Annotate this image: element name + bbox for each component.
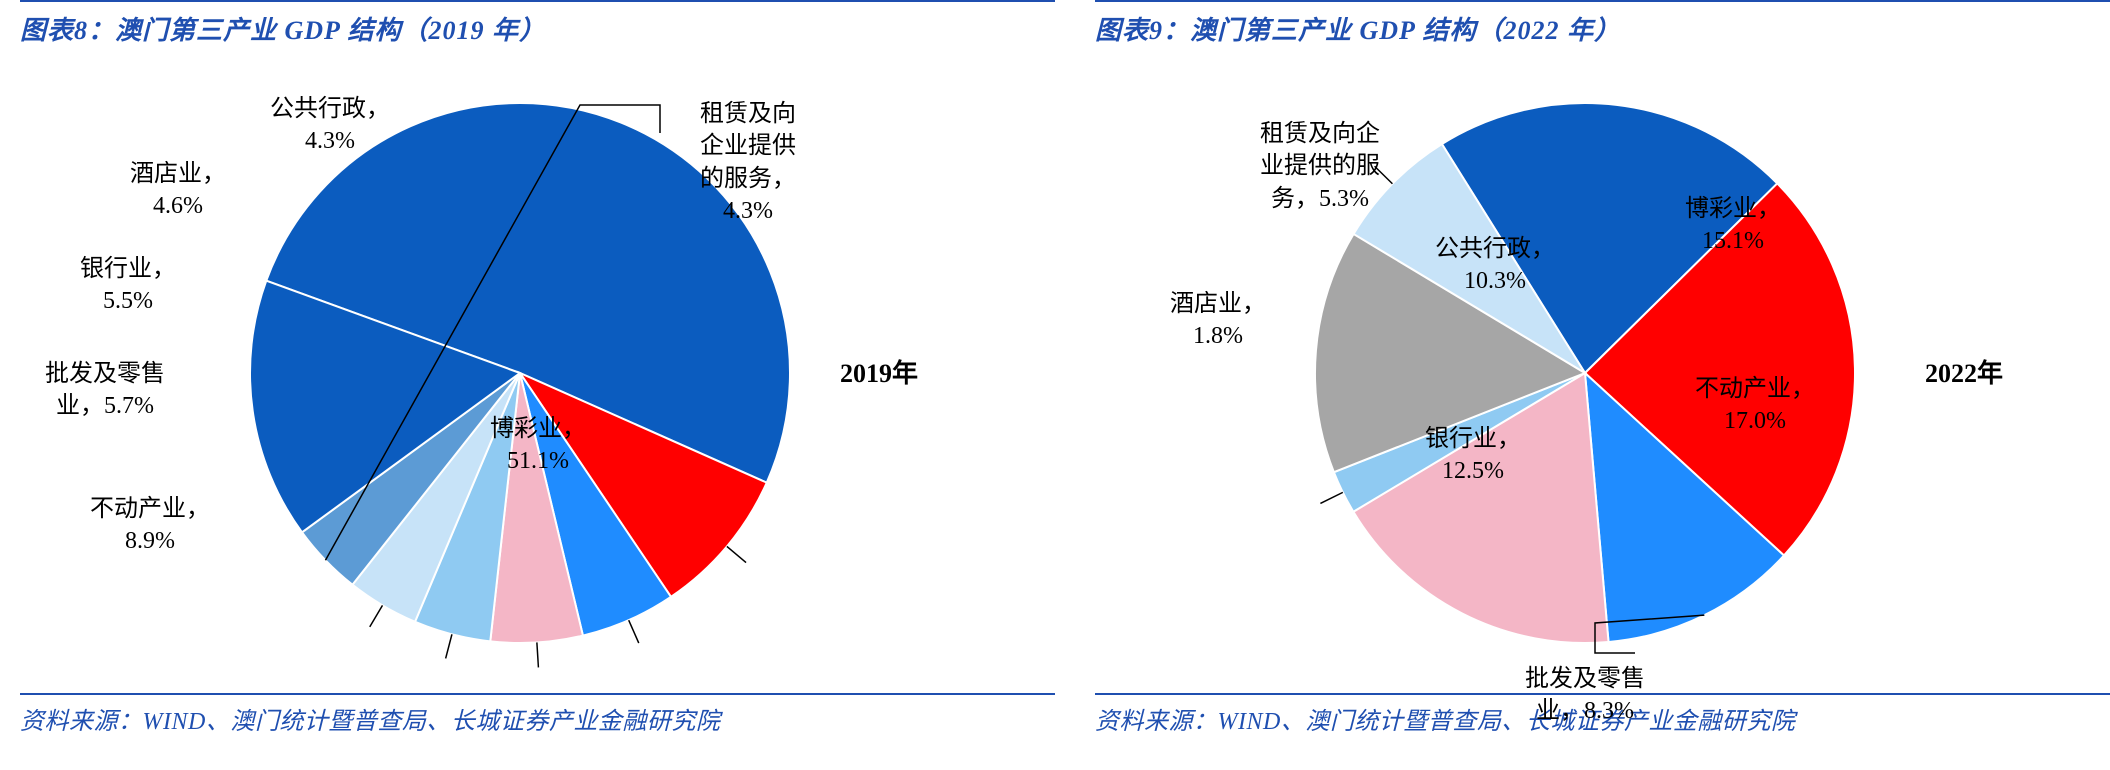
pie-chart-2022: 博彩业， 15.1%不动产业， 17.0%批发及零售 业，8.3%银行业， 12… bbox=[1095, 53, 2110, 693]
slice-label: 批发及零售 业，5.7% bbox=[45, 358, 165, 423]
slice-label: 租赁及向 企业提供 的服务， 4.3% bbox=[700, 98, 796, 228]
slice-label: 酒店业， 4.6% bbox=[130, 158, 226, 223]
title-bar-left: 图表8：澳门第三产业 GDP 结构（2019 年） bbox=[20, 0, 1055, 53]
slice-label: 批发及零售 业，8.3% bbox=[1525, 663, 1645, 728]
slice-label: 酒店业， 1.8% bbox=[1170, 288, 1266, 353]
slice-label: 不动产业， 8.9% bbox=[90, 493, 210, 558]
slice-label: 银行业， 5.5% bbox=[80, 253, 176, 318]
chart-title-2019: 图表8：澳门第三产业 GDP 结构（2019 年） bbox=[20, 16, 546, 45]
slice-label: 博彩业， 51.1% bbox=[490, 413, 586, 478]
panel-2019: 图表8：澳门第三产业 GDP 结构（2019 年） 博彩业， 51.1% 不动产业… bbox=[0, 0, 1075, 770]
panel-2022: 图表9：澳门第三产业 GDP 结构（2022 年） 博彩业， 15.1% 不动产业… bbox=[1075, 0, 2110, 770]
year-label: 2022年 bbox=[1925, 353, 2003, 390]
title-bar-right: 图表9：澳门第三产业 GDP 结构（2022 年） bbox=[1095, 0, 2110, 53]
slice-label: 博彩业， 15.1% bbox=[1685, 193, 1781, 258]
pie-chart-2019: 博彩业， 51.1% 不动产业， 8.9% 批发及零售 业，5.7% 银行业， 5.5… bbox=[20, 53, 1055, 693]
source-text-2019: 资料来源：WIND、澳门统计暨普查局、长城证券产业金融研究院 bbox=[20, 709, 720, 735]
year-label: 2019年 bbox=[840, 353, 918, 390]
slice-label: 租赁及向企 业提供的服 务，5.3% bbox=[1260, 118, 1380, 215]
source-bar-left: 资料来源：WIND、澳门统计暨普查局、长城证券产业金融研究院 bbox=[20, 693, 1055, 742]
slice-label: 银行业， 12.5% bbox=[1425, 423, 1521, 488]
charts-container: 图表8：澳门第三产业 GDP 结构（2019 年） 博彩业， 51.1% 不动产业… bbox=[0, 0, 2110, 770]
slice-label: 不动产业， 17.0% bbox=[1695, 373, 1815, 438]
source-text-2022: 资料来源：WIND、澳门统计暨普查局、长城证券产业金融研究院 bbox=[1095, 709, 1795, 735]
slice-label: 公共行政， 4.3% bbox=[270, 93, 390, 158]
slice-label: 公共行政， 10.3% bbox=[1435, 233, 1555, 298]
chart-title-2022: 图表9：澳门第三产业 GDP 结构（2022 年） bbox=[1095, 16, 1621, 45]
